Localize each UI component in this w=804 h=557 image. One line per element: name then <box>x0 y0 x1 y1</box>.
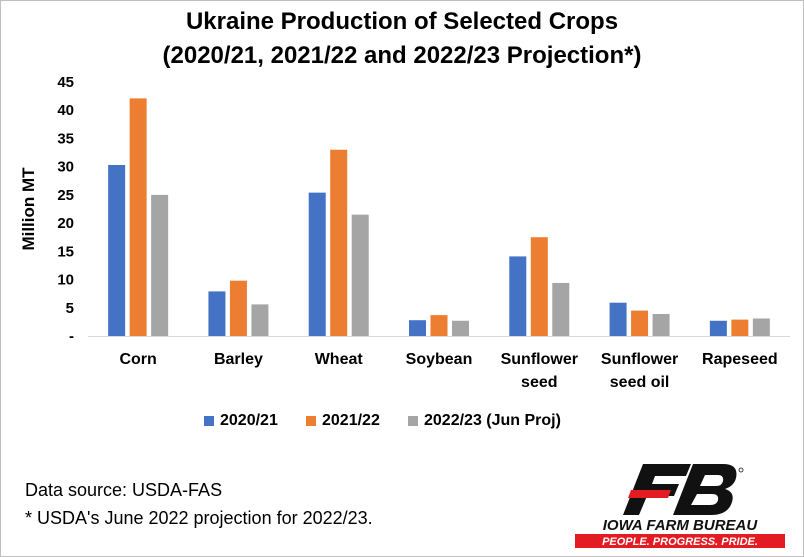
legend-label: 2020/21 <box>220 412 278 429</box>
chart-legend: 2020/21 2021/22 2022/23 (Jun Proj) <box>0 412 804 434</box>
y-tick-label: 10 <box>57 272 74 289</box>
bar-2-5 <box>652 313 670 336</box>
y-tick-label: 40 <box>57 102 74 119</box>
x-category-label: Corn <box>119 351 156 368</box>
bar-0-4 <box>509 256 527 336</box>
bar-2-4 <box>552 282 570 336</box>
bar-2-2 <box>351 214 369 336</box>
bar-0-3 <box>409 320 426 336</box>
legend-item-2021-22: 2021/22 <box>306 412 380 430</box>
bar-1-3 <box>430 315 448 336</box>
bar-chart: Million MT - 5 10 15 20 25 30 35 40 45 Corn Barley Wh… <box>19 74 790 391</box>
bar-1-4 <box>530 237 548 336</box>
legend-item-2022-23: 2022/23 (Jun Proj) <box>408 412 561 430</box>
legend-item-2020-21: 2020/21 <box>204 412 278 430</box>
bar-1-1 <box>229 280 247 336</box>
x-category-label: Wheat <box>315 351 364 368</box>
bar-1-2 <box>330 149 348 336</box>
bar-0-5 <box>609 302 627 336</box>
bar-2-0 <box>151 194 169 336</box>
y-tick-label: 35 <box>57 130 74 147</box>
bar-2-3 <box>452 320 469 336</box>
y-tick-label: 45 <box>57 74 74 91</box>
x-category-label: seed <box>521 374 557 391</box>
logo-tagline: PEOPLE. PROGRESS. PRIDE. <box>602 536 758 548</box>
x-category-label: Soybean <box>406 351 473 368</box>
y-tick-label: 25 <box>57 187 74 204</box>
x-category-label: Sunflower <box>501 351 578 368</box>
legend-swatch <box>306 416 316 426</box>
chart-title-line1: Ukraine Production of Selected Crops <box>185 8 619 35</box>
y-tick-label: 15 <box>57 243 74 260</box>
data-source-note: Data source: USDA-FAS <box>25 480 223 500</box>
y-axis-label: Million MT <box>19 167 38 251</box>
x-category-label: seed oil <box>610 374 670 391</box>
x-category-label: Sunflower <box>601 351 678 368</box>
bar-1-5 <box>631 310 649 336</box>
bar-0-6 <box>709 320 727 336</box>
bar-0-0 <box>108 164 126 336</box>
y-tick-label: 5 <box>66 300 74 317</box>
bar-2-1 <box>251 304 269 336</box>
bar-0-1 <box>208 291 226 336</box>
bar-0-2 <box>308 192 326 336</box>
y-tick-label: - <box>69 328 74 345</box>
fb-monogram-icon <box>623 464 744 515</box>
y-tick-label: 30 <box>57 159 74 176</box>
x-category-label: Barley <box>214 351 263 368</box>
footnote: * USDA's June 2022 projection for 2022/2… <box>25 508 373 528</box>
chart-title-line2: (2020/21, 2021/22 and 2022/23 Projection… <box>162 42 642 69</box>
logo-name: IOWA FARM BUREAU <box>603 517 759 534</box>
bar-2-6 <box>752 318 770 336</box>
legend-swatch <box>204 416 214 426</box>
x-category-label: Rapeseed <box>702 351 778 368</box>
bar-1-0 <box>129 98 147 336</box>
y-tick-label: 20 <box>57 215 74 232</box>
iowa-farm-bureau-logo: IOWA FARM BUREAU PEOPLE. PROGRESS. PRIDE… <box>575 464 785 548</box>
bar-1-6 <box>731 319 749 336</box>
legend-label: 2022/23 (Jun Proj) <box>424 412 561 429</box>
logo-tagline-band <box>575 534 785 548</box>
legend-swatch <box>408 416 418 426</box>
legend-label: 2021/22 <box>322 412 380 429</box>
